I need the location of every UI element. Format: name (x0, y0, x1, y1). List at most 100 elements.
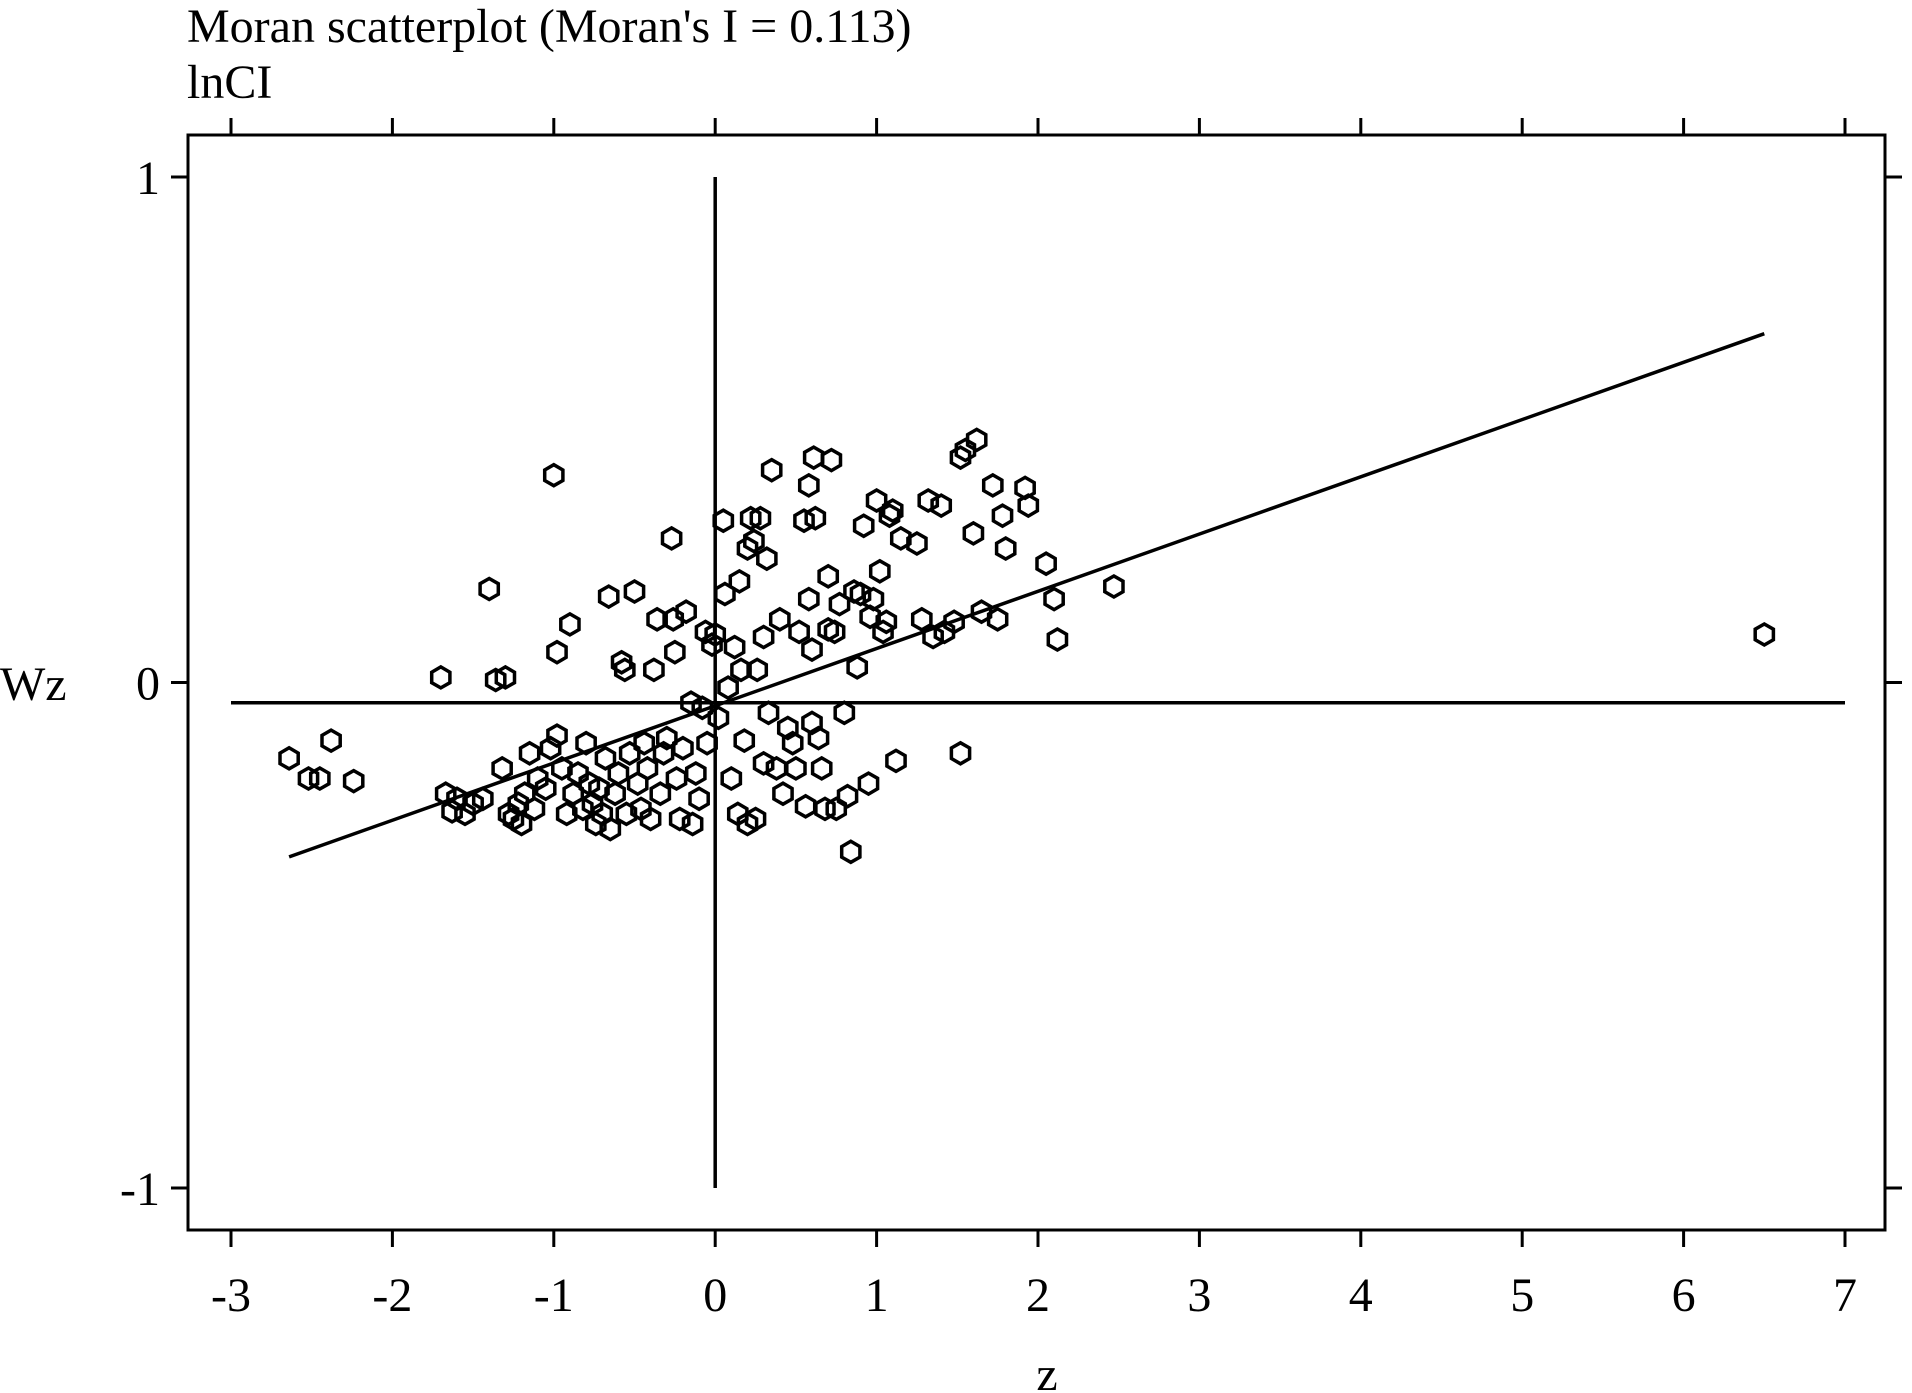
data-point (739, 505, 762, 531)
data-point (1753, 621, 1776, 648)
data-point (694, 619, 717, 645)
data-point (733, 728, 756, 754)
data-point (986, 606, 1009, 632)
data-point (723, 634, 746, 660)
data-point (736, 811, 759, 837)
x-axis-label: z (1036, 1348, 1057, 1393)
data-point (846, 654, 869, 680)
data-point (797, 472, 820, 498)
axis-ticks: -3 -2 -1 0 1 2 3 4 5 6 7 -1 0 1 (120, 118, 1902, 1322)
data-point (681, 811, 704, 837)
data-point (613, 657, 636, 683)
data-point (881, 498, 904, 524)
data-point (752, 624, 775, 650)
x-tick-label: 3 (1187, 1269, 1211, 1322)
data-point (749, 505, 772, 531)
data-point (691, 695, 714, 721)
data-point (604, 781, 626, 807)
data-point (633, 730, 656, 756)
data-point (664, 639, 686, 665)
data-point (534, 776, 557, 802)
data-point (801, 637, 823, 663)
data-point (743, 528, 765, 554)
data-point (859, 604, 881, 630)
data-point (981, 472, 1004, 498)
data-point (618, 740, 641, 766)
data-point (684, 760, 707, 787)
data-point (862, 586, 885, 612)
data-point (949, 445, 972, 471)
data-point (599, 816, 622, 842)
data-point (636, 755, 659, 781)
data-point (462, 791, 484, 817)
data-point (906, 530, 928, 557)
data-point (720, 765, 743, 792)
data-points (278, 427, 1776, 865)
data-point (615, 801, 638, 827)
data-point (825, 796, 848, 822)
x-tick-label: -2 (372, 1269, 412, 1322)
data-point (852, 513, 875, 539)
data-point (1046, 626, 1069, 653)
data-point (575, 730, 597, 756)
data-point (610, 649, 633, 675)
data-point (688, 786, 710, 812)
data-point (497, 801, 520, 827)
data-point (597, 584, 620, 610)
data-point (704, 621, 727, 648)
data-point (429, 664, 452, 690)
x-tick-label: 1 (865, 1269, 889, 1322)
data-point (278, 745, 300, 771)
data-point (930, 493, 953, 519)
data-point (756, 546, 778, 572)
data-point (696, 730, 718, 756)
x-tick-label: 4 (1349, 1269, 1373, 1322)
data-point (1017, 493, 1040, 519)
data-point (788, 619, 810, 645)
data-point (872, 619, 894, 645)
data-point (781, 730, 804, 756)
data-point (707, 705, 730, 731)
data-point (584, 811, 607, 837)
data-point (817, 563, 840, 589)
data-point (810, 755, 833, 781)
data-point (793, 508, 815, 534)
data-point (660, 525, 683, 551)
data-point (712, 508, 735, 534)
data-point (546, 723, 568, 749)
data-point (910, 606, 933, 632)
data-point (491, 755, 513, 781)
data-point (454, 801, 476, 827)
data-point (797, 586, 820, 612)
data-point (649, 781, 672, 807)
x-tick-label: 2 (1026, 1269, 1050, 1322)
data-point (484, 667, 507, 693)
x-tick-label: 5 (1510, 1269, 1534, 1322)
y-tick-label: -1 (120, 1163, 160, 1216)
data-point (875, 609, 898, 635)
fit-line (288, 332, 1765, 859)
data-point (994, 535, 1017, 562)
data-point (878, 503, 901, 529)
data-point (572, 796, 594, 822)
data-point (804, 505, 827, 531)
data-point (991, 503, 1014, 529)
x-tick-label: -1 (534, 1269, 574, 1322)
x-tick-label: 6 (1672, 1269, 1696, 1322)
data-point (744, 806, 767, 832)
x-tick-label: 0 (703, 1269, 727, 1322)
data-point (297, 765, 320, 792)
data-point (949, 740, 972, 766)
data-point (857, 771, 880, 797)
data-point (594, 745, 617, 771)
data-point (607, 760, 630, 787)
data-point (802, 445, 825, 471)
data-point (555, 801, 578, 827)
data-point (1035, 551, 1057, 577)
data-point (868, 558, 891, 584)
data-point (518, 740, 541, 766)
fit-line-group (288, 332, 1765, 859)
data-point (567, 760, 589, 787)
data-point (736, 535, 759, 562)
data-point (757, 700, 780, 726)
